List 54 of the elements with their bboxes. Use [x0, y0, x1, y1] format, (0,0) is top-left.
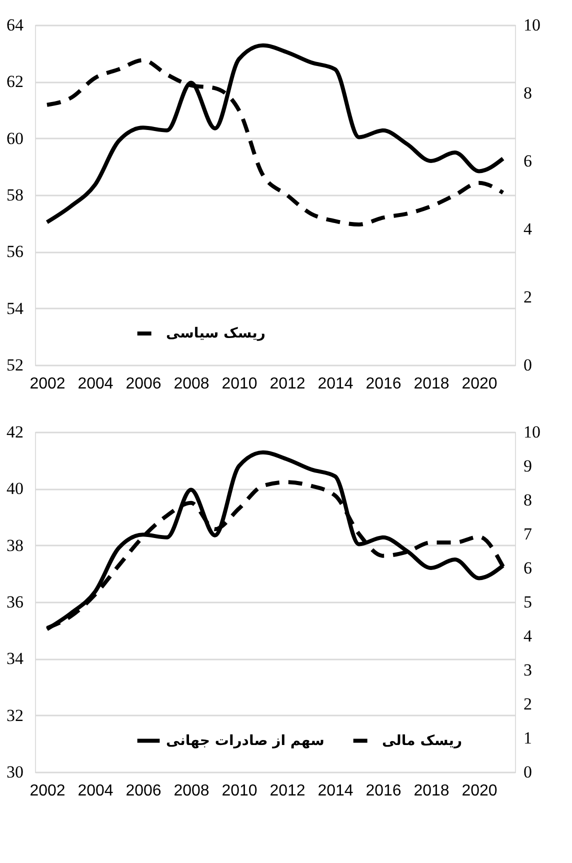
y-tick-label: 52: [6, 356, 24, 374]
y-tick-label: 58: [6, 186, 24, 204]
y2-tick-label: 6: [524, 152, 532, 170]
y-tick-label: 64: [6, 16, 24, 34]
legend-label: ریسک مالی: [382, 732, 462, 749]
y2-tick-label: 5: [524, 592, 532, 612]
x-tick-label: 2004: [78, 376, 114, 392]
x-tick-label: 2008: [174, 782, 210, 800]
x-tick-label: 2014: [318, 376, 354, 392]
y2-tick-label: 8: [524, 490, 532, 510]
x-tick-label: 2010: [222, 376, 258, 392]
y-tick-label: 36: [6, 592, 24, 612]
x-tick-label: 2012: [270, 376, 306, 392]
x-tick-label: 2018: [414, 782, 450, 800]
x-tick-label: 2004: [78, 782, 114, 800]
y2-tick-label: 9: [524, 456, 532, 476]
legend-label: ریسک سیاسی: [166, 326, 266, 342]
x-tick-label: 2008: [174, 376, 210, 392]
y-tick-label: 38: [6, 536, 24, 555]
y2-tick-label: 1: [524, 728, 532, 748]
y-tick-label: 62: [6, 72, 24, 92]
y2-tick-label: 6: [524, 558, 532, 578]
x-tick-label: 2018: [414, 376, 450, 392]
x-tick-label: 2006: [126, 376, 162, 392]
x-tick-label: 2016: [366, 782, 402, 800]
y2-tick-label: 0: [524, 762, 532, 782]
y-tick-label: 30: [6, 762, 24, 782]
y-tick-label: 34: [6, 649, 24, 668]
x-tick-label: 2006: [126, 782, 162, 800]
y2-tick-label: 2: [524, 288, 532, 306]
y2-tick-label: 4: [524, 626, 532, 646]
y-tick-label: 56: [6, 242, 24, 262]
x-tick-label: 2020: [462, 376, 498, 392]
x-tick-label: 2002: [30, 782, 66, 800]
y2-tick-label: 10: [524, 16, 540, 34]
y2-tick-label: 4: [524, 220, 532, 238]
x-tick-label: 2010: [222, 782, 258, 800]
y2-tick-label: 10: [524, 422, 540, 442]
y2-tick-label: 7: [524, 524, 532, 544]
x-tick-label: 2014: [318, 782, 354, 800]
y-tick-label: 54: [6, 298, 24, 318]
y2-tick-label: 3: [524, 660, 532, 680]
x-tick-label: 2020: [462, 782, 498, 800]
y-tick-label: 40: [6, 479, 24, 498]
y-tick-label: 32: [6, 706, 24, 725]
y2-tick-label: 0: [524, 356, 532, 374]
legend-label: سهم از صادرات جهانی: [166, 732, 324, 749]
y-tick-label: 60: [6, 128, 24, 148]
x-tick-label: 2002: [30, 376, 66, 392]
y2-tick-label: 2: [524, 694, 532, 714]
x-tick-label: 2016: [366, 376, 402, 392]
y2-tick-label: 8: [524, 84, 532, 102]
y-tick-label: 42: [6, 422, 24, 442]
x-tick-label: 2012: [270, 782, 306, 800]
